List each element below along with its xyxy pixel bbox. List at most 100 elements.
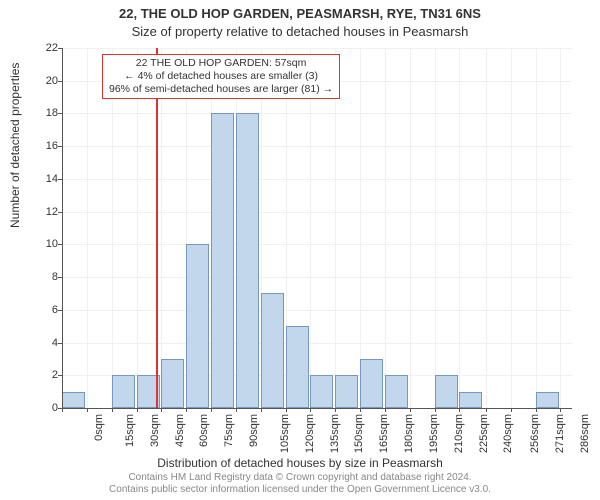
xtick-mark bbox=[87, 408, 88, 412]
annotation-box: 22 THE OLD HOP GARDEN: 57sqm← 4% of deta… bbox=[102, 54, 340, 99]
gridline-horizontal bbox=[62, 212, 572, 213]
gridline-horizontal bbox=[62, 146, 572, 147]
gridline-vertical bbox=[511, 48, 512, 408]
xtick-label: 45sqm bbox=[174, 414, 186, 447]
xtick-label: 225sqm bbox=[478, 414, 490, 453]
xtick-mark bbox=[261, 408, 262, 412]
xtick-label: 105sqm bbox=[279, 414, 291, 453]
ytick-mark bbox=[58, 48, 62, 49]
ytick-label: 2 bbox=[28, 369, 58, 381]
ytick-mark bbox=[58, 81, 62, 82]
footer-line1: Contains HM Land Registry data © Crown c… bbox=[0, 472, 600, 484]
ytick-label: 18 bbox=[28, 107, 58, 119]
ytick-label: 8 bbox=[28, 271, 58, 283]
xtick-label: 165sqm bbox=[378, 414, 390, 453]
xtick-mark bbox=[410, 408, 411, 412]
gridline-vertical bbox=[112, 48, 113, 408]
bar bbox=[261, 293, 284, 408]
ytick-label: 22 bbox=[28, 42, 58, 54]
gridline-vertical bbox=[459, 48, 460, 408]
xtick-label: 195sqm bbox=[428, 414, 440, 453]
ytick-label: 16 bbox=[28, 140, 58, 152]
bar bbox=[286, 326, 309, 408]
ytick-mark bbox=[58, 343, 62, 344]
gridline-horizontal bbox=[62, 179, 572, 180]
ytick-mark bbox=[58, 113, 62, 114]
bar bbox=[161, 359, 184, 408]
gridline-vertical bbox=[335, 48, 336, 408]
xtick-label: 286sqm bbox=[579, 414, 591, 453]
ytick-mark bbox=[58, 375, 62, 376]
ytick-label: 14 bbox=[28, 173, 58, 185]
ytick-mark bbox=[58, 244, 62, 245]
gridline-vertical bbox=[435, 48, 436, 408]
gridline-vertical bbox=[385, 48, 386, 408]
xtick-label: 240sqm bbox=[503, 414, 515, 453]
ytick-mark bbox=[58, 146, 62, 147]
xtick-label: 256sqm bbox=[529, 414, 541, 453]
annotation-line1: 22 THE OLD HOP GARDEN: 57sqm bbox=[109, 57, 333, 70]
plot-area bbox=[62, 48, 572, 408]
xtick-mark bbox=[385, 408, 386, 412]
gridline-vertical bbox=[560, 48, 561, 408]
bar bbox=[435, 375, 458, 408]
ytick-label: 20 bbox=[28, 75, 58, 87]
bar bbox=[335, 375, 358, 408]
gridline-vertical bbox=[410, 48, 411, 408]
gridline-horizontal bbox=[62, 277, 572, 278]
gridline-vertical bbox=[486, 48, 487, 408]
gridline-vertical bbox=[137, 48, 138, 408]
annotation-line3: 96% of semi-detached houses are larger (… bbox=[109, 83, 333, 96]
xtick-label: 15sqm bbox=[124, 414, 136, 447]
gridline-vertical bbox=[87, 48, 88, 408]
x-axis-line bbox=[62, 408, 572, 409]
ytick-mark bbox=[58, 212, 62, 213]
xtick-mark bbox=[186, 408, 187, 412]
chart-title-line1: 22, THE OLD HOP GARDEN, PEASMARSH, RYE, … bbox=[0, 6, 600, 21]
xtick-mark bbox=[335, 408, 336, 412]
xtick-label: 150sqm bbox=[354, 414, 366, 453]
gridline-horizontal bbox=[62, 48, 572, 49]
ytick-label: 10 bbox=[28, 238, 58, 250]
xtick-label: 60sqm bbox=[198, 414, 210, 447]
footer-credits: Contains HM Land Registry data © Crown c… bbox=[0, 472, 600, 496]
xtick-mark bbox=[536, 408, 537, 412]
ytick-mark bbox=[58, 179, 62, 180]
xtick-mark bbox=[511, 408, 512, 412]
reference-line bbox=[156, 48, 158, 408]
gridline-horizontal bbox=[62, 343, 572, 344]
gridline-vertical bbox=[360, 48, 361, 408]
xtick-mark bbox=[459, 408, 460, 412]
bar bbox=[459, 392, 482, 408]
xtick-label: 75sqm bbox=[223, 414, 235, 447]
bar bbox=[310, 375, 333, 408]
ytick-label: 12 bbox=[28, 206, 58, 218]
xtick-label: 135sqm bbox=[329, 414, 341, 453]
xtick-mark bbox=[560, 408, 561, 412]
xtick-mark bbox=[435, 408, 436, 412]
gridline-horizontal bbox=[62, 310, 572, 311]
annotation-line2: ← 4% of detached houses are smaller (3) bbox=[109, 70, 333, 83]
xtick-mark bbox=[62, 408, 63, 412]
xtick-label: 120sqm bbox=[304, 414, 316, 453]
xtick-mark bbox=[310, 408, 311, 412]
footer-line2: Contains public sector information licen… bbox=[0, 484, 600, 496]
ytick-label: 4 bbox=[28, 337, 58, 349]
xtick-label: 0sqm bbox=[93, 414, 105, 441]
y-axis-line bbox=[62, 48, 63, 408]
xtick-mark bbox=[137, 408, 138, 412]
gridline-horizontal bbox=[62, 113, 572, 114]
xtick-label: 210sqm bbox=[453, 414, 465, 453]
gridline-vertical bbox=[536, 48, 537, 408]
ytick-label: 0 bbox=[28, 402, 58, 414]
bar bbox=[186, 244, 209, 408]
chart-title-line2: Size of property relative to detached ho… bbox=[0, 24, 600, 39]
xtick-mark bbox=[360, 408, 361, 412]
xtick-label: 271sqm bbox=[554, 414, 566, 453]
xtick-mark bbox=[486, 408, 487, 412]
bar bbox=[211, 113, 234, 408]
x-axis-label: Distribution of detached houses by size … bbox=[0, 456, 600, 470]
bar bbox=[360, 359, 383, 408]
xtick-label: 180sqm bbox=[403, 414, 415, 453]
gridline-horizontal bbox=[62, 244, 572, 245]
